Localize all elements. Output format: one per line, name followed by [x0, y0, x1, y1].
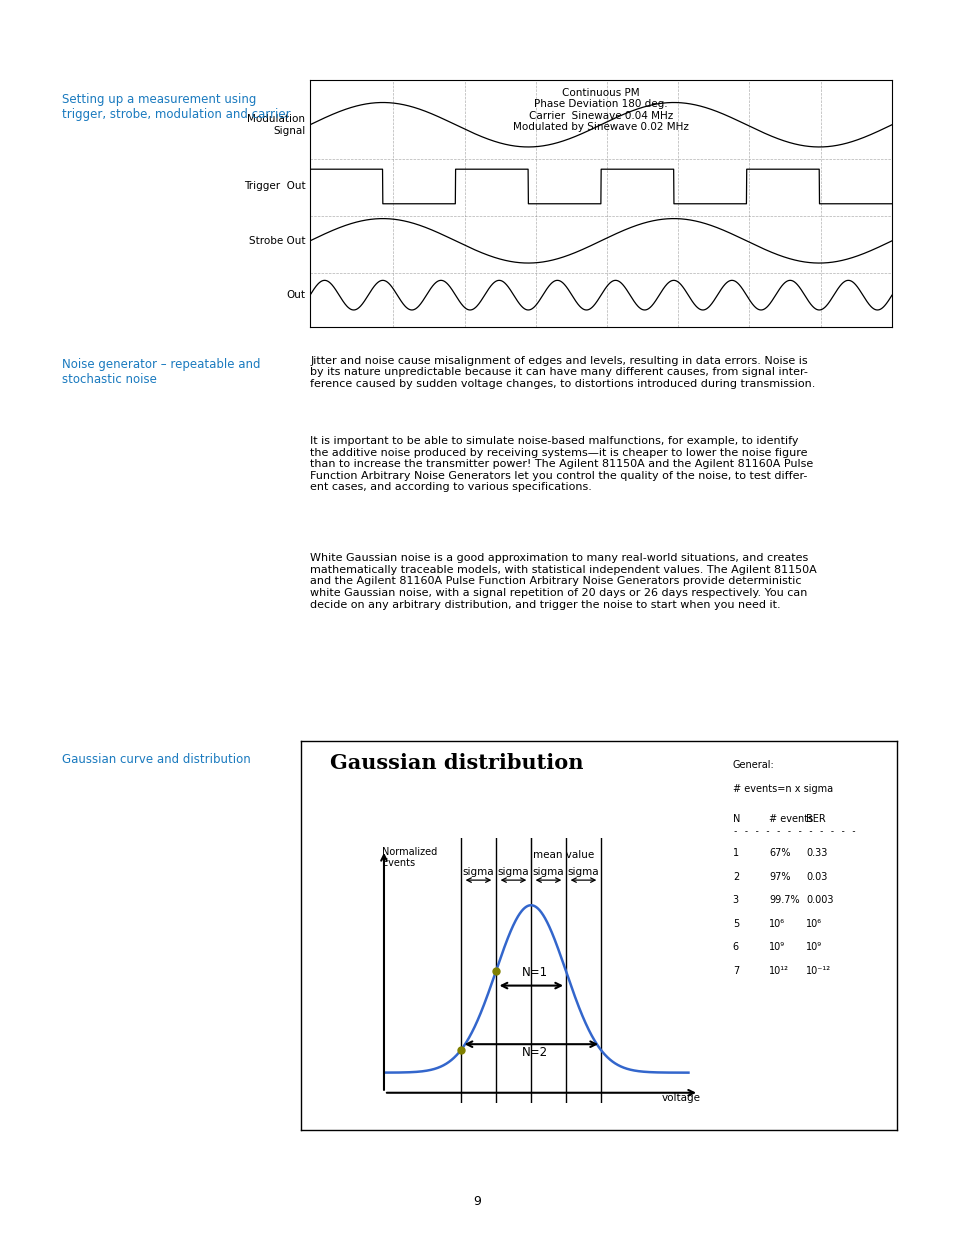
- Text: 7: 7: [732, 966, 739, 976]
- Text: 10⁹: 10⁹: [805, 942, 821, 952]
- Text: Gaussian distribution: Gaussian distribution: [330, 752, 583, 773]
- Text: 5: 5: [732, 919, 739, 929]
- Text: Setting up a measurement using
trigger, strobe, modulation and carrier: Setting up a measurement using trigger, …: [62, 93, 291, 121]
- Text: N: N: [732, 814, 740, 825]
- Text: 0.003: 0.003: [805, 895, 833, 905]
- Text: White Gaussian noise is a good approximation to many real-world situations, and : White Gaussian noise is a good approxima…: [310, 553, 816, 610]
- Text: 1: 1: [732, 848, 739, 858]
- Text: 97%: 97%: [768, 872, 790, 882]
- Text: It is important to be able to simulate noise-based malfunctions, for example, to: It is important to be able to simulate n…: [310, 436, 813, 493]
- Text: - - - - - - - - - - - -: - - - - - - - - - - - -: [732, 827, 856, 836]
- Text: # events: # events: [768, 814, 813, 825]
- Text: mean value: mean value: [532, 850, 594, 860]
- Text: 10⁻¹²: 10⁻¹²: [805, 966, 830, 976]
- Text: 10⁶: 10⁶: [805, 919, 821, 929]
- Text: 10¹²: 10¹²: [768, 966, 788, 976]
- Text: 99.7%: 99.7%: [768, 895, 799, 905]
- Text: 3: 3: [732, 895, 739, 905]
- Text: N=1: N=1: [521, 966, 547, 979]
- Text: Strobe Out: Strobe Out: [249, 236, 305, 246]
- Text: sigma: sigma: [532, 867, 563, 877]
- Text: sigma: sigma: [497, 867, 529, 877]
- Text: BER: BER: [805, 814, 825, 825]
- Text: sigma: sigma: [462, 867, 494, 877]
- Text: Out: Out: [286, 290, 305, 300]
- Text: Normalized
Events: Normalized Events: [382, 847, 437, 868]
- Text: Continuous PM
Phase Deviation 180 deg.
Carrier  Sinewave 0.04 MHz
Modulated by S: Continuous PM Phase Deviation 180 deg. C…: [513, 88, 688, 132]
- Text: Trigger  Out: Trigger Out: [243, 182, 305, 191]
- Text: 6: 6: [732, 942, 739, 952]
- Text: Modulation
Signal: Modulation Signal: [247, 114, 305, 136]
- Text: 0.03: 0.03: [805, 872, 827, 882]
- Text: 2: 2: [732, 872, 739, 882]
- Text: Gaussian curve and distribution: Gaussian curve and distribution: [62, 752, 251, 766]
- Text: 0.33: 0.33: [805, 848, 827, 858]
- Text: 9: 9: [473, 1194, 480, 1208]
- Text: N=2: N=2: [521, 1046, 547, 1058]
- Text: # events=n x sigma: # events=n x sigma: [732, 784, 832, 794]
- Text: voltage: voltage: [661, 1093, 700, 1103]
- Text: 67%: 67%: [768, 848, 790, 858]
- Text: General:: General:: [732, 761, 774, 771]
- Text: 10⁹: 10⁹: [768, 942, 784, 952]
- Text: Jitter and noise cause misalignment of edges and levels, resulting in data error: Jitter and noise cause misalignment of e…: [310, 356, 815, 389]
- Text: sigma: sigma: [567, 867, 598, 877]
- Text: 10⁶: 10⁶: [768, 919, 784, 929]
- Text: Noise generator – repeatable and
stochastic noise: Noise generator – repeatable and stochas…: [62, 358, 260, 387]
